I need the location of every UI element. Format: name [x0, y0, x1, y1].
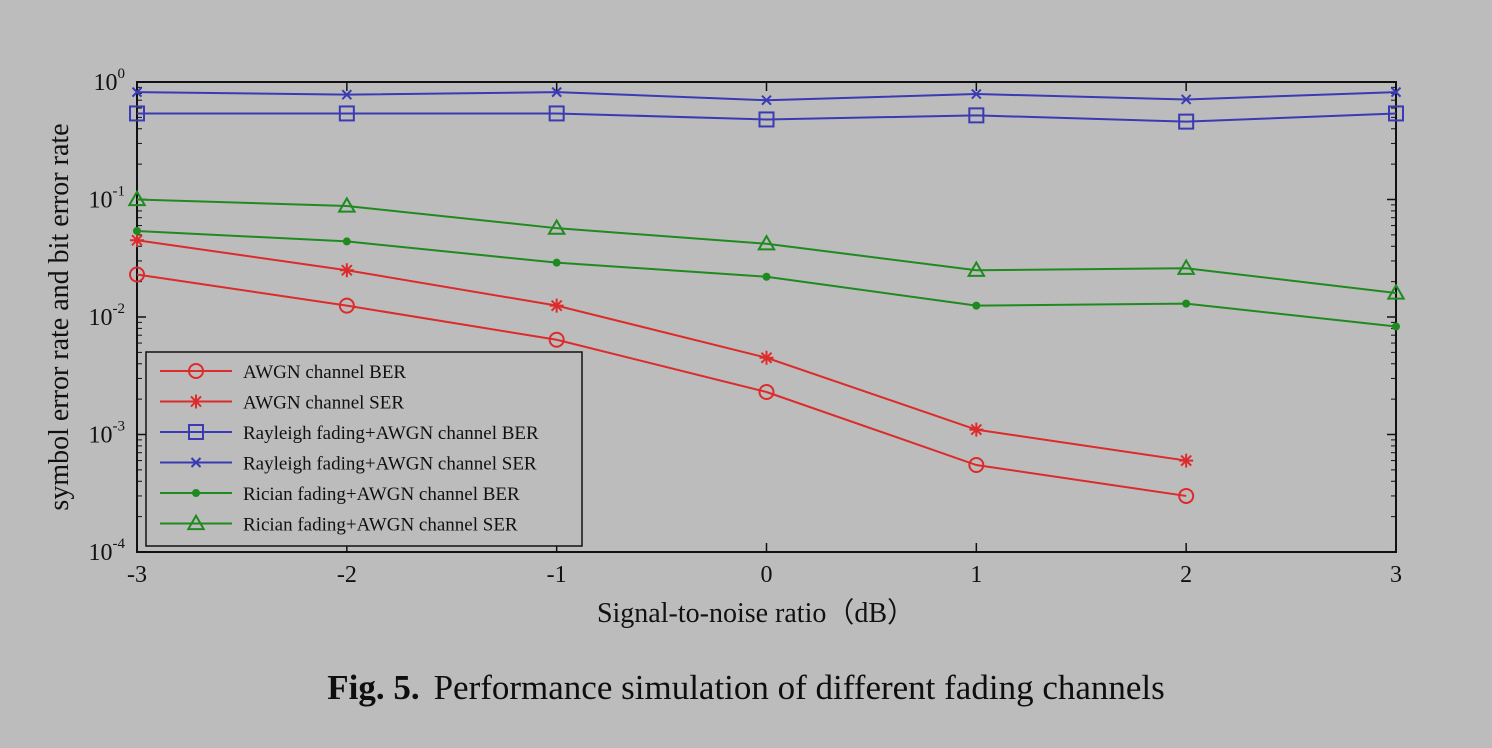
series-layer — [127, 86, 1406, 504]
triangle-marker — [1176, 258, 1196, 275]
y-tick-exponent: -3 — [113, 419, 126, 435]
dot-marker — [1392, 322, 1400, 331]
x-marker — [131, 86, 143, 98]
y-tick-label: 10-1 — [89, 184, 126, 214]
dot-marker — [192, 489, 200, 497]
x-marker — [190, 457, 202, 468]
x-marker — [1390, 86, 1402, 98]
y-tick-exponent: -2 — [113, 301, 126, 317]
star-marker — [339, 263, 354, 278]
triangle-marker — [547, 218, 567, 235]
dot-marker — [133, 226, 141, 235]
square-marker — [548, 105, 565, 122]
star-marker — [549, 298, 564, 313]
circle-marker — [338, 297, 355, 314]
triangle-marker — [127, 189, 147, 207]
x-marker — [971, 88, 982, 100]
legend-label: AWGN channel SER — [243, 393, 404, 414]
legend-label: AWGN channel BER — [243, 362, 406, 383]
triangle-marker — [757, 234, 776, 251]
series-line — [136, 239, 1187, 462]
y-tick-label: 10-4 — [89, 536, 126, 566]
y-tick-exponent: 0 — [118, 66, 126, 82]
x-tick-label: -3 — [127, 562, 147, 588]
x-axis-label: Signal-to-noise ratio（dB） — [597, 597, 915, 629]
star-marker — [189, 394, 203, 409]
y-tick-base: 10 — [94, 70, 118, 96]
triangle-marker — [966, 260, 986, 277]
circle-marker — [188, 363, 204, 379]
legend-label: Rician fading+AWGN channel SER — [243, 515, 518, 536]
triangle-marker — [1386, 283, 1406, 300]
x-tick-label: 1 — [970, 562, 982, 588]
x-tick-label: -2 — [337, 562, 357, 588]
y-tick-label: 100 — [94, 66, 126, 96]
circle-marker — [758, 383, 775, 400]
y-tick-exponent: -4 — [113, 536, 126, 552]
dot-marker — [972, 301, 981, 310]
circle-marker — [129, 266, 145, 283]
triangle-marker — [337, 196, 357, 213]
star-marker — [1179, 453, 1194, 468]
legend-label: Rayleigh fading+AWGN channel SER — [243, 454, 537, 475]
series-line — [136, 198, 1397, 295]
square-marker — [1388, 105, 1404, 122]
x-tick-label: -1 — [547, 562, 567, 588]
figure-caption: Fig. 5. Performance simulation of differe… — [0, 668, 1492, 708]
data-series — [131, 86, 1402, 106]
square-marker — [1178, 113, 1195, 130]
x-marker — [761, 94, 772, 106]
dot-marker — [1182, 299, 1191, 308]
y-tick-base: 10 — [89, 188, 113, 214]
data-series — [129, 266, 1195, 504]
legend-label: Rician fading+AWGN channel BER — [243, 484, 520, 505]
y-tick-label: 10-2 — [89, 301, 126, 331]
star-marker — [969, 422, 984, 437]
x-tick-label: 0 — [761, 562, 773, 588]
x-marker — [341, 89, 353, 100]
circle-marker — [968, 457, 985, 474]
caption-text: Performance simulation of different fadi… — [433, 668, 1165, 707]
x-axis-ticks: -3 -2 -1 0 1 2 3 — [127, 82, 1402, 588]
series-line — [137, 112, 1397, 123]
x-tick-label: 2 — [1180, 562, 1192, 588]
data-series — [127, 189, 1406, 300]
square-marker — [968, 107, 985, 124]
y-tick-base: 10 — [89, 423, 113, 449]
y-tick-label: 10-3 — [89, 419, 126, 449]
y-tick-exponent: -1 — [113, 184, 126, 200]
triangle-marker — [186, 513, 206, 531]
legend-box — [145, 351, 583, 547]
circle-marker — [1178, 487, 1195, 504]
square-marker — [338, 105, 355, 122]
y-tick-base: 10 — [89, 540, 113, 566]
star-marker — [130, 233, 144, 248]
x-marker — [1180, 94, 1192, 105]
square-marker — [129, 105, 145, 122]
dot-marker — [762, 272, 771, 281]
y-tick-base: 10 — [89, 305, 113, 331]
data-series — [133, 226, 1400, 331]
x-tick-label: 3 — [1390, 562, 1402, 588]
dot-marker — [552, 258, 561, 267]
data-series — [129, 105, 1404, 130]
y-axis-label: symbol error rate and bit error rate — [44, 123, 75, 510]
x-marker — [551, 86, 562, 98]
star-marker — [759, 350, 774, 365]
data-series — [130, 233, 1194, 468]
legend-label: Rayleigh fading+AWGN channel BER — [243, 423, 539, 444]
square-marker — [188, 424, 204, 440]
caption-label: Fig. 5. — [327, 668, 420, 707]
dot-marker — [342, 237, 351, 246]
series-line — [136, 273, 1187, 497]
legend: AWGN channel BER AWGN channel SER Rayleigh… — [145, 351, 583, 547]
circle-marker — [548, 331, 565, 348]
square-marker — [758, 111, 775, 128]
